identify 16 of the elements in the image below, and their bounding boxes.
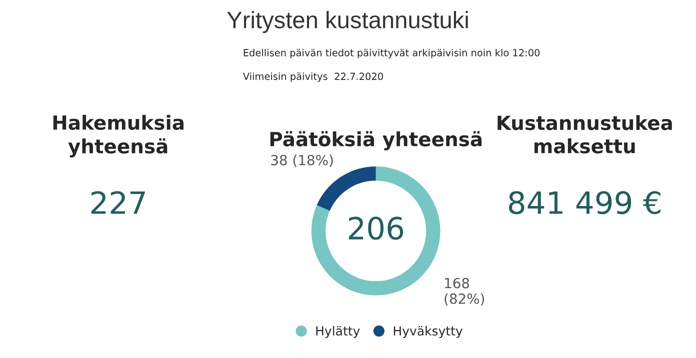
donut-slice — [316, 166, 376, 211]
data-label: 38 (18%) — [271, 154, 333, 167]
text: 841 499 € — [508, 191, 660, 214]
donut-slice — [311, 166, 440, 296]
text: Edellisen päivän tiedot päivittyvät arkipäivisin noin klo 12:00 — [244, 48, 540, 58]
text: 22.7.2020 — [334, 72, 383, 80]
text: Hakemuksia yhteensä — [53, 114, 184, 158]
text: Kustannustukea maksettu — [498, 115, 672, 154]
text: 227 — [91, 191, 145, 214]
legend-label: Hylätty — [316, 326, 360, 338]
data-label: 168 (82%) — [444, 278, 484, 306]
text: Viimeisin päivitys — [242, 72, 328, 82]
legend-label: Hyväksytty — [394, 326, 463, 338]
text: Yritysten kustannustuki — [227, 11, 468, 34]
text: 206 — [348, 216, 404, 240]
chart-title: Päätöksiä yhteensä — [270, 131, 482, 150]
